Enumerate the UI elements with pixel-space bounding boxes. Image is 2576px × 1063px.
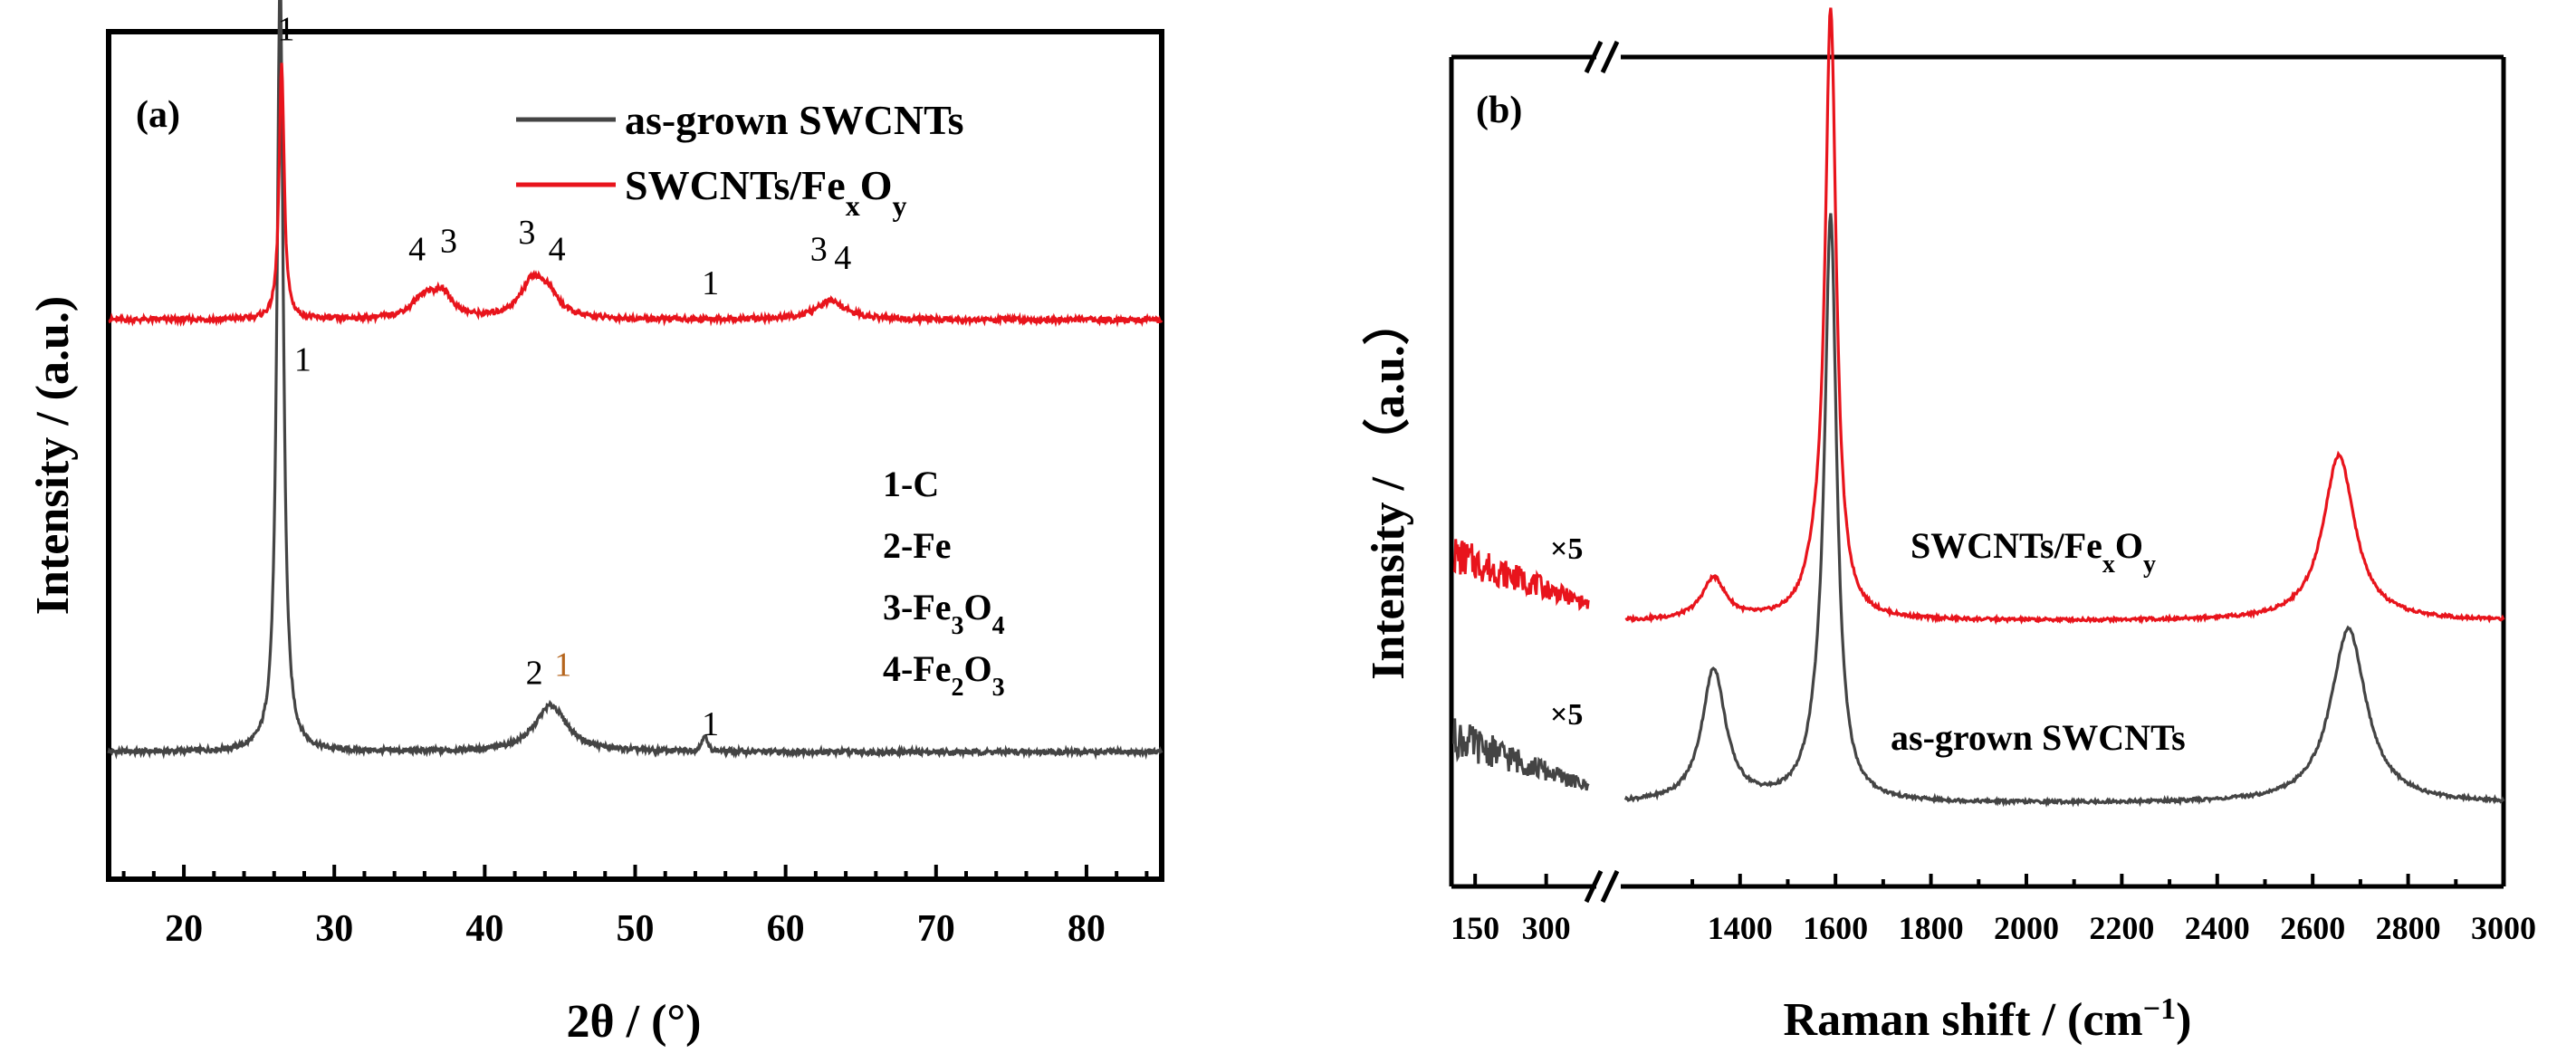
peak-label: 1	[702, 705, 719, 743]
peak-label: 1	[294, 340, 311, 378]
x-tick-label: 2800	[2376, 910, 2441, 946]
panel-b-frame	[1449, 40, 2506, 904]
panel-b-label: (b)	[1476, 90, 1522, 131]
legend-label-as-grown: as-grown SWCNTs	[625, 97, 964, 143]
panel-a-y-axis-title: Intensity / (a.u.)	[27, 296, 79, 615]
panel-a-legend: as-grown SWCNTs SWCNTs/FexOy	[516, 97, 964, 222]
panel-b: 150 300 1400 1600 1800 2000 2200 2400 2600 2800 30…	[1362, 7, 2536, 1047]
x-tick-label: 80	[1068, 908, 1106, 950]
panel-b-series	[1452, 7, 2505, 808]
panel-a-label: (a)	[136, 94, 180, 136]
x-tick-label: 30	[315, 908, 353, 950]
x-tick-label: 50	[617, 908, 655, 950]
x-tick-label: 1400	[1708, 910, 1773, 946]
peak-label: 1	[554, 646, 571, 684]
panel-b-y-axis-title: Intensity / （a.u.）	[1362, 298, 1414, 680]
multiplier-label-as-grown: ×5	[1550, 698, 1583, 732]
peak-label: 1	[702, 264, 719, 302]
peak-label: 3	[518, 214, 535, 252]
peak-label: 2	[526, 655, 543, 693]
x-tick-label: 2400	[2185, 910, 2250, 946]
series-line-right-as-grown	[1623, 213, 2505, 808]
axis-break-mark-bottom	[1584, 869, 1604, 904]
peak-label: 3	[440, 222, 457, 260]
legend-label-fexoy: SWCNTs/FexOy	[625, 162, 906, 222]
peak-label: 3	[810, 231, 828, 269]
panel-a-peak-labels: 14 3 3 413 412 11	[278, 10, 852, 743]
phase-key-4: 4-Fe2O3	[883, 648, 1005, 702]
x-tick-label: 300	[1522, 910, 1571, 946]
panel-a-series	[107, 0, 1164, 761]
phase-key-3: 3-Fe3O4	[883, 587, 1005, 640]
x-tick-label: 2200	[2089, 910, 2154, 946]
x-tick-label: 70	[917, 908, 955, 950]
panel-a-x-ticks: 20 30 40 50 60 70 80	[121, 865, 1149, 950]
phase-key-1: 1-C	[883, 464, 939, 504]
x-tick-label: 20	[165, 908, 203, 950]
series-label-as-grown: as-grown SWCNTs	[1891, 717, 2186, 758]
peak-label: 1	[278, 10, 295, 48]
peak-label: 4	[549, 231, 566, 269]
series-line-right-fexoy	[1624, 7, 2505, 626]
peak-label: 4	[834, 239, 851, 277]
panel-a-x-axis-title: 2θ / (°)	[566, 996, 701, 1048]
x-tick-label: 3000	[2471, 910, 2536, 946]
panel-b-x-axis-title: Raman shift / (cm−1)	[1784, 992, 2192, 1047]
panel-a-phase-key: 1-C 2-Fe 3-Fe3O4 4-Fe2O3	[883, 464, 1005, 702]
x-tick-label: 60	[767, 908, 805, 950]
series-line-left-as-grown	[1452, 718, 1590, 791]
phase-key-2: 2-Fe	[883, 525, 952, 566]
multiplier-label-fexoy: ×5	[1550, 532, 1583, 566]
x-tick-label: 2600	[2280, 910, 2345, 946]
x-tick-label: 40	[465, 908, 503, 950]
series-line-left-fexoy	[1452, 539, 1590, 611]
x-tick-label: 1800	[1899, 910, 1964, 946]
series-line-as-grown	[107, 0, 1164, 761]
x-tick-label: 150	[1451, 910, 1499, 946]
axis-break-mark-top	[1584, 40, 1604, 74]
series-line-fexoy	[108, 62, 1164, 328]
x-tick-label: 1600	[1803, 910, 1868, 946]
panel-b-x-ticks: 150 300 1400 1600 1800 2000 2200 2400 2600 2800 30…	[1451, 874, 2536, 946]
series-label-fexoy: SWCNTs/FexOy	[1910, 525, 2156, 579]
x-tick-label: 2000	[1994, 910, 2059, 946]
peak-label: 4	[408, 231, 426, 269]
panel-a: 20 30 40 50 60 70 80 14 3 3 413 412 11 (a) as-grown…	[27, 0, 1164, 1048]
